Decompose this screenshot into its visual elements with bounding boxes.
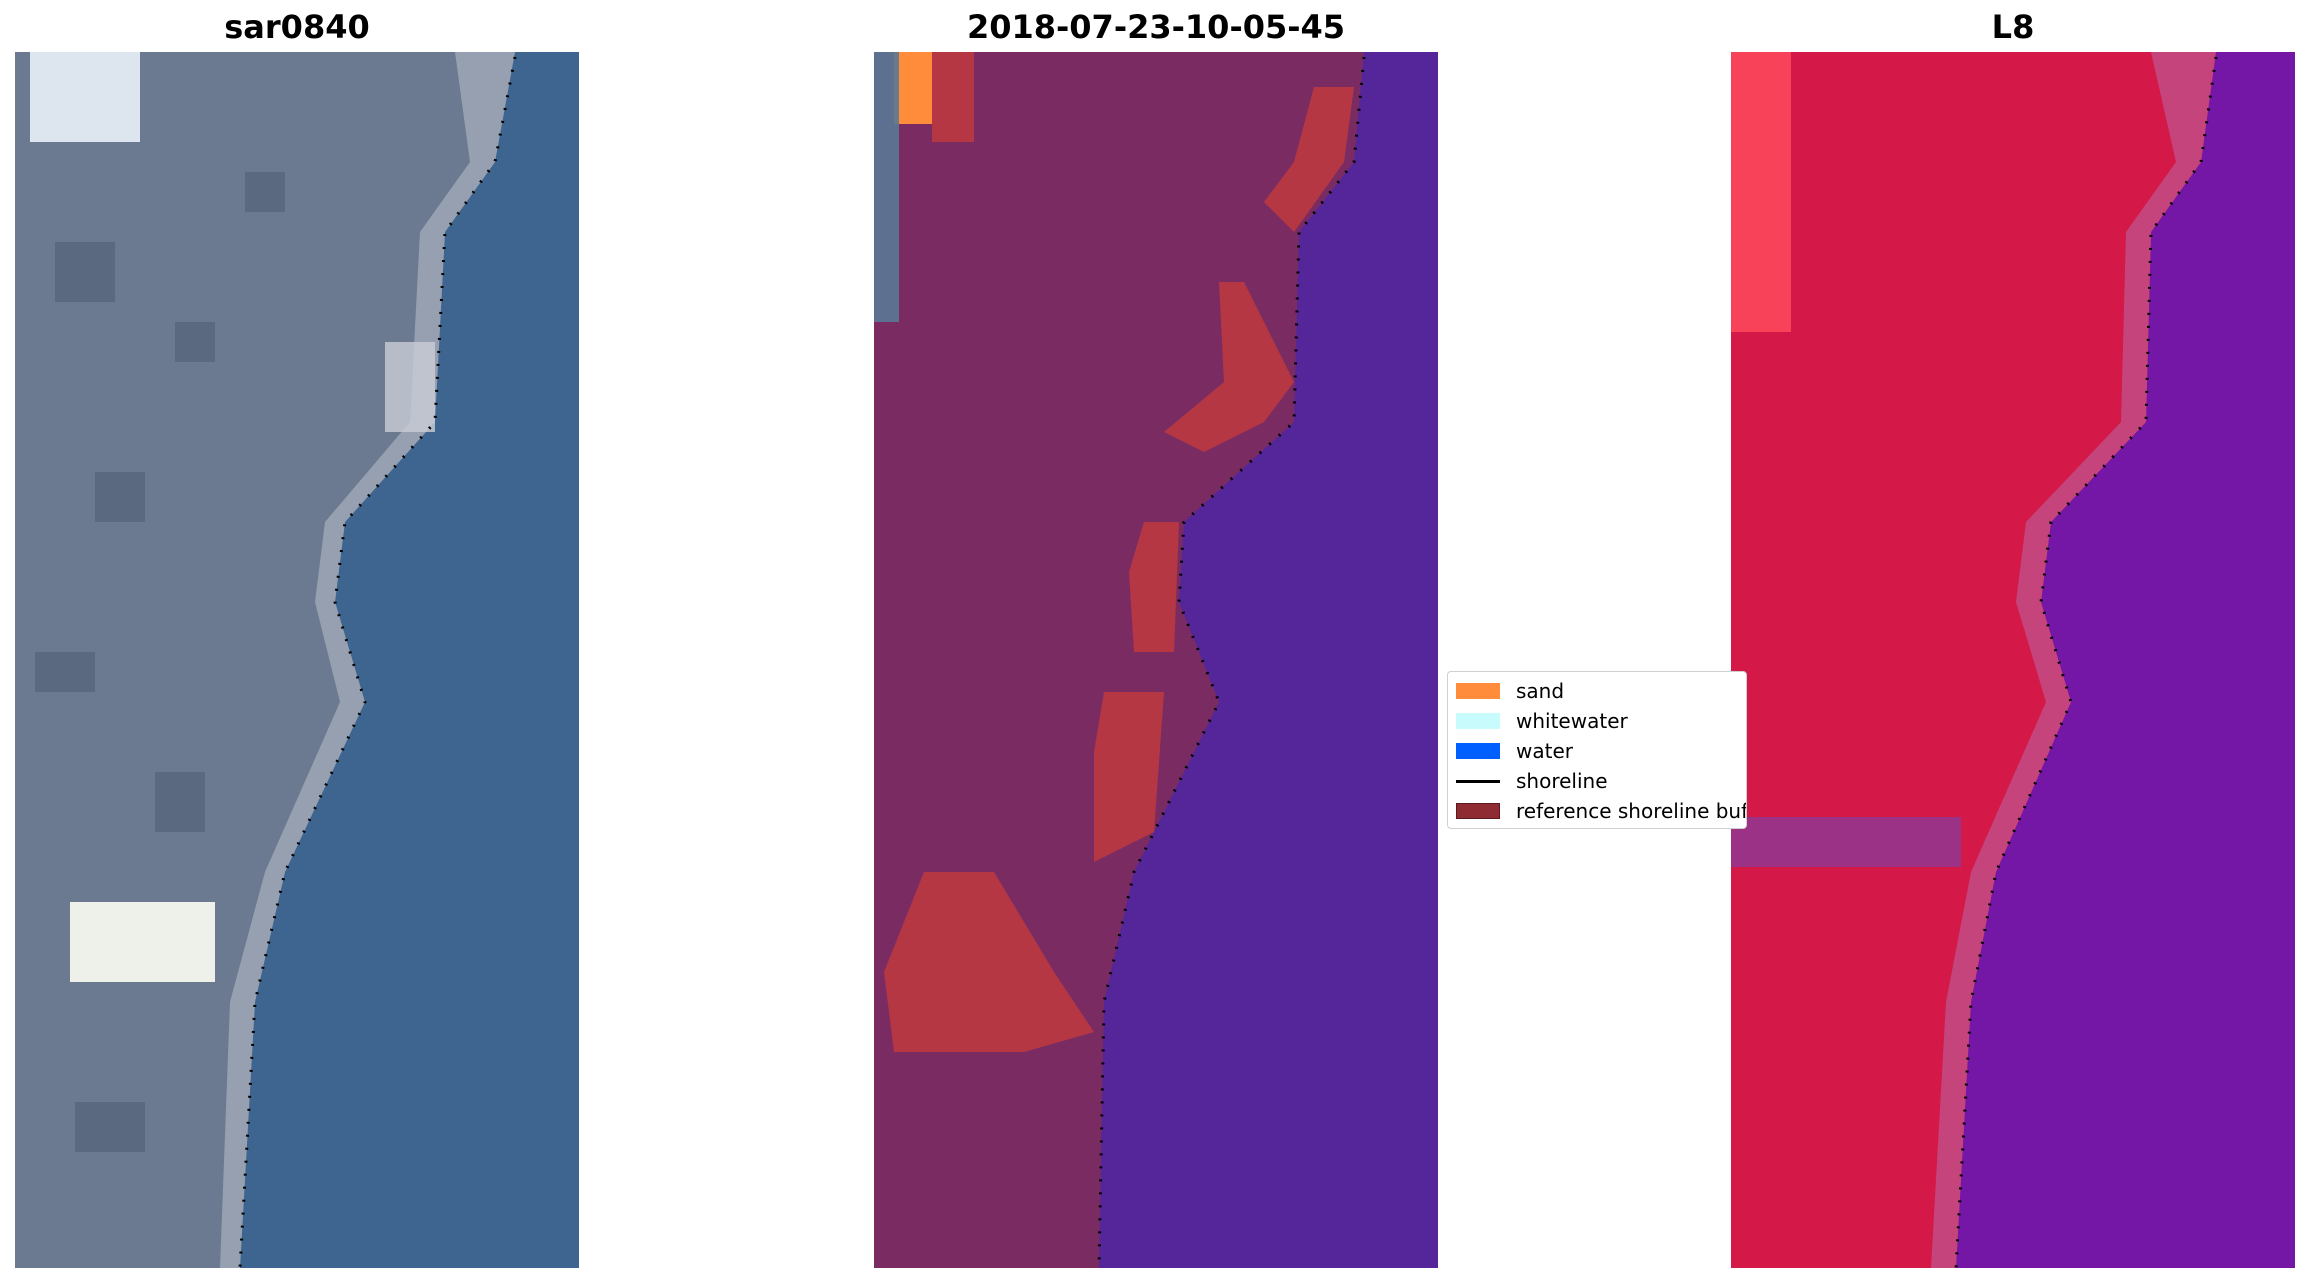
legend-label: water <box>1516 739 1573 763</box>
legend-swatch-water <box>1456 743 1500 759</box>
land-area <box>1731 52 2216 1268</box>
legend-label: sand <box>1516 679 1565 703</box>
transition-strip <box>1931 52 2216 1268</box>
shoreline <box>1097 56 1366 1268</box>
legend-item-reference-buffer: reference shoreline buffer <box>1456 798 1747 824</box>
legend-item-whitewater: whitewater <box>1456 708 1628 734</box>
classified-image <box>874 52 1438 1268</box>
legend-swatch-whitewater <box>1456 713 1500 729</box>
legend-item-water: water <box>1456 738 1573 764</box>
rgb-image <box>15 52 579 1268</box>
panel-title-classified: 2018-07-23-10-05-45 <box>966 8 1346 46</box>
panel-title-index: L8 <box>1991 8 2035 46</box>
reference-shoreline-buffer <box>884 52 1354 1052</box>
legend-item-shoreline: shoreline <box>1456 768 1608 794</box>
index-image <box>1731 52 2295 1268</box>
legend-item-sand: sand <box>1456 678 1564 704</box>
sand-patch <box>894 52 932 124</box>
legend-swatch-sand <box>1456 683 1500 699</box>
legend-label: shoreline <box>1516 769 1608 793</box>
legend-line-shoreline <box>1456 779 1500 783</box>
legend-swatch-reference-buffer <box>1456 803 1500 819</box>
bright-building <box>70 902 215 982</box>
beach-strip <box>220 52 515 1268</box>
bright-building <box>30 52 140 142</box>
legend: sand whitewater water shoreline referenc… <box>1447 671 1747 829</box>
legend-label: reference shoreline buffer <box>1516 799 1747 823</box>
panel-title-rgb: sar0840 <box>224 8 370 46</box>
rgb-texture <box>35 172 285 1152</box>
legend-label: whitewater <box>1516 709 1628 733</box>
shoreline <box>1954 56 2218 1268</box>
